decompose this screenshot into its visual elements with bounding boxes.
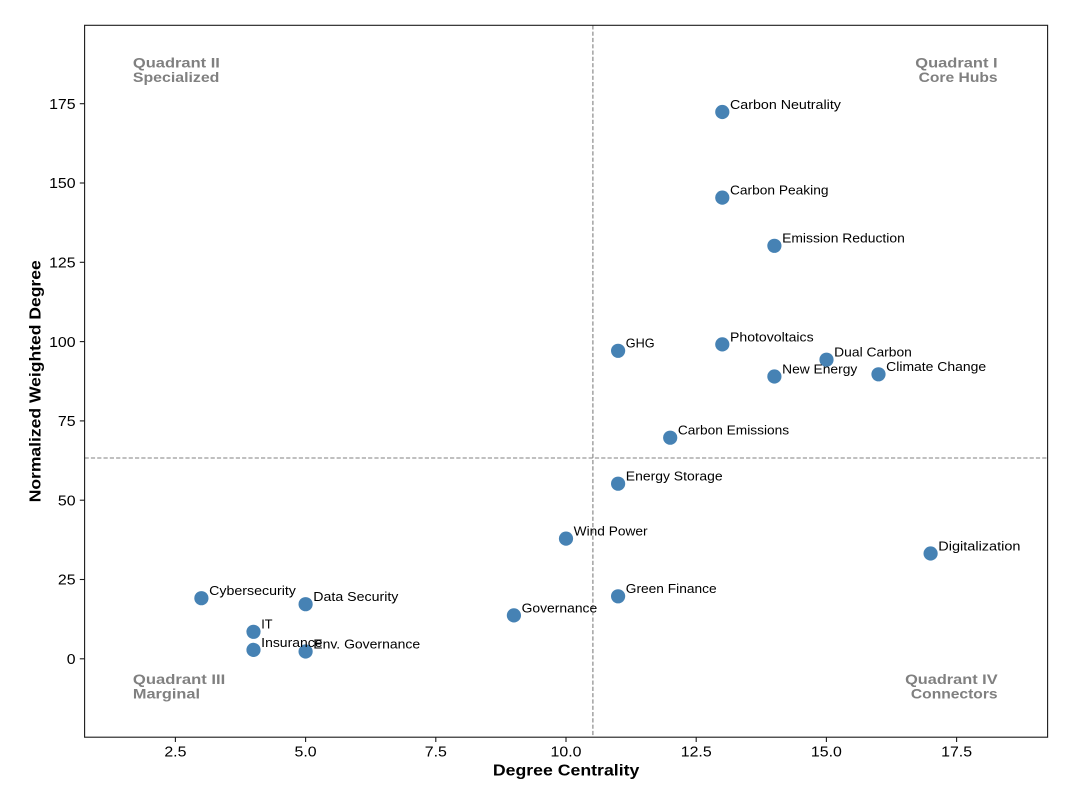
svg-text:GHG: GHG (626, 336, 655, 351)
svg-text:12.5: 12.5 (681, 744, 712, 760)
svg-text:Marginal: Marginal (133, 687, 200, 702)
svg-text:New Energy: New Energy (782, 361, 858, 376)
svg-text:Insurance: Insurance (261, 635, 322, 650)
svg-text:Data Security: Data Security (313, 589, 399, 604)
svg-text:Carbon Peaking: Carbon Peaking (730, 183, 829, 198)
svg-text:Energy Storage: Energy Storage (626, 469, 723, 484)
svg-text:25: 25 (58, 573, 76, 589)
svg-text:Digitalization: Digitalization (938, 538, 1020, 553)
svg-text:2.5: 2.5 (164, 744, 186, 760)
svg-text:10.0: 10.0 (551, 744, 582, 760)
svg-text:Cybersecurity: Cybersecurity (209, 583, 296, 598)
svg-text:Carbon Emissions: Carbon Emissions (678, 423, 790, 438)
svg-text:Quadrant I: Quadrant I (915, 55, 997, 70)
svg-text:Core Hubs: Core Hubs (919, 70, 998, 85)
svg-text:Quadrant III: Quadrant III (133, 672, 225, 687)
svg-text:100: 100 (49, 335, 76, 351)
svg-text:Carbon Neutrality: Carbon Neutrality (730, 97, 841, 112)
svg-text:Dual Carbon: Dual Carbon (834, 345, 912, 360)
svg-text:Specialized: Specialized (133, 70, 220, 85)
svg-text:0: 0 (67, 652, 76, 668)
svg-text:17.5: 17.5 (941, 744, 972, 760)
svg-text:Env. Governance: Env. Governance (313, 636, 420, 651)
svg-text:7.5: 7.5 (425, 744, 447, 760)
svg-text:175: 175 (49, 97, 76, 113)
svg-text:Quadrant II: Quadrant II (133, 55, 220, 70)
svg-text:IT: IT (261, 617, 272, 632)
svg-text:Degree Centrality: Degree Centrality (493, 763, 640, 780)
svg-text:125: 125 (49, 256, 76, 272)
svg-text:Quadrant IV: Quadrant IV (905, 672, 998, 687)
svg-text:Photovoltaics: Photovoltaics (730, 329, 814, 344)
svg-text:5.0: 5.0 (295, 744, 317, 760)
svg-text:15.0: 15.0 (811, 744, 842, 760)
svg-text:Emission Reduction: Emission Reduction (782, 231, 905, 246)
svg-text:Green Finance: Green Finance (626, 581, 717, 596)
svg-text:50: 50 (58, 493, 76, 509)
svg-text:Normalized Weighted Degree: Normalized Weighted Degree (27, 260, 44, 502)
svg-text:Climate Change: Climate Change (886, 359, 986, 374)
svg-text:Connectors: Connectors (911, 687, 998, 702)
svg-text:75: 75 (58, 414, 76, 430)
svg-text:Governance: Governance (522, 600, 598, 615)
svg-text:150: 150 (49, 176, 76, 192)
svg-text:Wind Power: Wind Power (574, 524, 649, 539)
